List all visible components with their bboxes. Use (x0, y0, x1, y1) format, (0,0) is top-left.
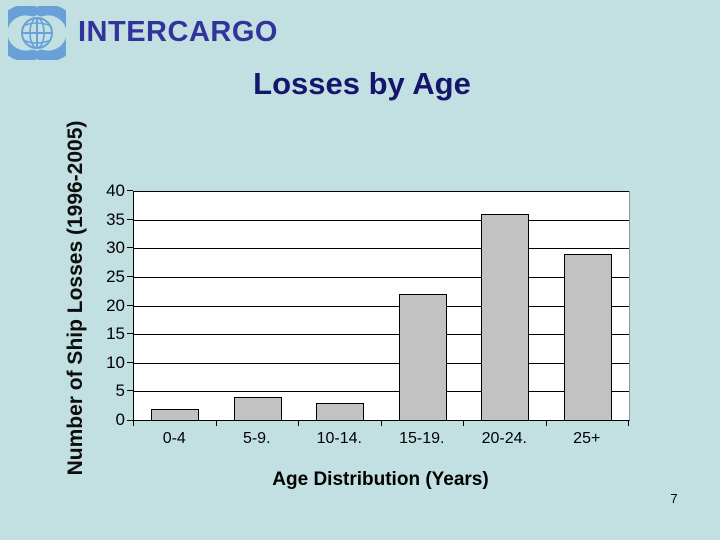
org-name: INTERCARGO (78, 16, 278, 48)
y-tick-mark (127, 218, 133, 220)
x-tick-mark (298, 421, 299, 426)
bar-04 (151, 408, 200, 420)
gridline (134, 391, 629, 393)
x-tick-mark (628, 421, 629, 426)
y-tick-label: 25 (106, 266, 125, 286)
gridline (134, 276, 629, 278)
bar-2024 (481, 213, 530, 420)
x-tick-label: 5-9. (242, 430, 271, 447)
bar-59 (233, 397, 282, 420)
x-tick-label: 15-19. (399, 430, 445, 447)
y-tick-label: 5 (115, 381, 125, 401)
gridline (134, 219, 629, 221)
y-tick-label: 0 (115, 410, 125, 429)
bar-1014 (316, 402, 365, 420)
y-tick-mark (127, 333, 133, 335)
y-tick-label: 35 (106, 209, 125, 229)
gridline (134, 191, 629, 192)
y-tick-label: 40 (106, 181, 125, 200)
gridline (134, 334, 629, 336)
x-tick-mark (545, 421, 547, 426)
slide-title: Losses by Age (253, 66, 471, 101)
x-tick-label: 10-14. (316, 430, 362, 447)
x-tick-label: 0-4 (162, 430, 186, 447)
x-axis-title: Age Distribution (Years) (272, 469, 489, 490)
bar-1519 (398, 294, 447, 420)
intercargo-logo-icon (8, 6, 66, 60)
page-number: 7 (670, 491, 678, 506)
x-tick-label: 20-24. (481, 430, 527, 447)
y-tick-mark (127, 190, 133, 191)
x-tick-mark (215, 421, 217, 426)
y-tick-mark (127, 420, 133, 421)
y-tick-label: 10 (106, 352, 125, 372)
y-tick-mark (127, 247, 133, 249)
gridline (134, 362, 629, 364)
x-tick-mark (133, 421, 134, 426)
y-tick-mark (127, 275, 133, 277)
bar-25+ (563, 253, 612, 420)
y-tick-mark (127, 304, 133, 306)
y-tick-mark (127, 390, 133, 392)
gridline (134, 305, 629, 307)
x-tick-label: 25+ (573, 430, 601, 447)
gridline (134, 248, 629, 250)
y-tick-label: 30 (106, 238, 125, 258)
y-tick-label: 15 (106, 324, 125, 344)
y-tick-mark (127, 361, 133, 363)
x-tick-mark (463, 421, 464, 426)
chart-plot-area (133, 191, 630, 421)
y-tick-label: 20 (106, 295, 125, 315)
x-tick-mark (380, 421, 382, 426)
